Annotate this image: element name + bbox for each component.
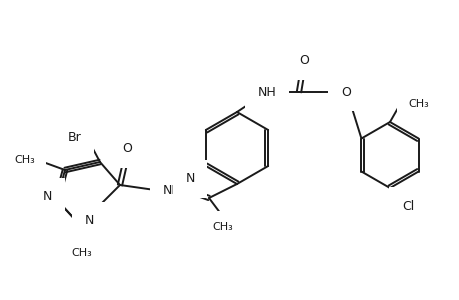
Text: O: O: [122, 142, 132, 155]
Text: CH₃: CH₃: [407, 99, 428, 109]
Text: CH₃: CH₃: [14, 155, 35, 165]
Text: CH₃: CH₃: [72, 248, 92, 258]
Text: Cl: Cl: [401, 200, 414, 212]
Text: Br: Br: [68, 130, 82, 143]
Text: NH: NH: [162, 184, 181, 196]
Text: N: N: [43, 190, 52, 203]
Text: O: O: [340, 85, 350, 98]
Text: O: O: [298, 54, 308, 67]
Text: N: N: [185, 172, 194, 185]
Text: NH: NH: [257, 85, 276, 98]
Text: N: N: [85, 214, 94, 227]
Text: CH₃: CH₃: [212, 222, 233, 232]
